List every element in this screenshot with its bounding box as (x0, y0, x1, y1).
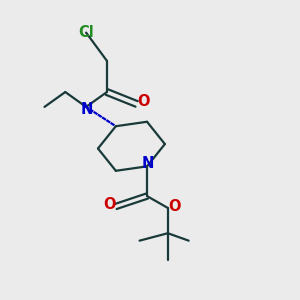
Text: O: O (103, 197, 116, 212)
Text: N: N (80, 102, 93, 117)
Text: O: O (168, 199, 181, 214)
Text: N: N (142, 157, 154, 172)
Text: Cl: Cl (78, 25, 94, 40)
Text: O: O (137, 94, 149, 109)
